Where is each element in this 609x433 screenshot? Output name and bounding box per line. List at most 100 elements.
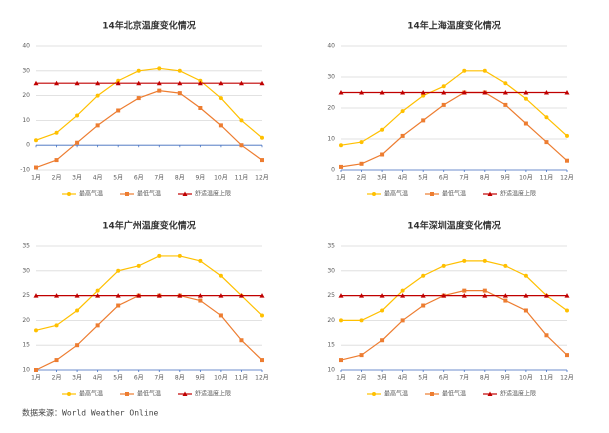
point [421, 93, 426, 98]
point [441, 90, 447, 95]
legend-label: 舒适温度上限 [500, 190, 536, 198]
point [503, 298, 508, 303]
point [380, 338, 385, 343]
x-tick-label: 1月 [31, 175, 41, 182]
x-tick-label: 11月 [235, 375, 249, 382]
point [259, 293, 265, 298]
point [564, 293, 570, 298]
point [136, 80, 142, 86]
point [359, 90, 365, 95]
point [372, 192, 376, 196]
point [75, 308, 80, 313]
y-tick-label: 40 [22, 43, 30, 50]
point [400, 318, 405, 323]
point [33, 293, 39, 298]
point [218, 313, 223, 318]
point [339, 143, 343, 148]
point [523, 308, 528, 313]
x-tick-label: 7月 [154, 175, 164, 182]
point [441, 293, 447, 298]
point [54, 158, 59, 163]
legend-label: 舒适温度上限 [500, 390, 536, 398]
point [543, 90, 549, 95]
point [503, 102, 508, 107]
point [218, 96, 223, 101]
point [544, 333, 549, 338]
point [34, 368, 38, 372]
x-tick-label: 3月 [377, 375, 387, 382]
point [503, 263, 508, 268]
x-tick-label: 11月 [235, 175, 249, 182]
x-tick-label: 9月 [195, 175, 205, 182]
point [157, 66, 162, 71]
point [487, 191, 493, 196]
point [260, 135, 264, 140]
point [359, 318, 364, 323]
point [339, 318, 343, 323]
point [218, 80, 224, 86]
point [177, 253, 182, 258]
point [177, 91, 182, 96]
point [482, 258, 487, 263]
x-tick-label: 2月 [357, 175, 367, 182]
x-tick-label: 7月 [459, 175, 469, 182]
point [156, 80, 162, 86]
point [136, 68, 141, 73]
point [182, 391, 188, 396]
x-tick-label: 5月 [418, 375, 428, 382]
point [34, 138, 38, 143]
legend-label: 最高气温 [384, 390, 408, 398]
x-tick-label: 10月 [214, 175, 228, 182]
x-tick-label: 2月 [52, 375, 62, 382]
y-tick-label: 15 [327, 342, 335, 349]
x-tick-label: 1月 [31, 375, 41, 382]
point [156, 293, 162, 298]
point [238, 293, 244, 298]
point [75, 343, 80, 348]
point [565, 353, 569, 358]
point [157, 88, 162, 93]
y-tick-label: 20 [22, 92, 30, 99]
point [339, 358, 343, 363]
point [198, 106, 203, 110]
y-tick-label: 20 [327, 105, 335, 112]
x-tick-label: 5月 [113, 175, 123, 182]
point [523, 121, 528, 126]
x-tick-label: 10月 [519, 175, 533, 182]
y-tick-label: 0 [26, 142, 30, 149]
point [359, 161, 364, 166]
point [54, 80, 60, 86]
point [95, 288, 100, 293]
y-tick-label: 10 [22, 367, 30, 374]
point [239, 143, 244, 148]
point [197, 80, 203, 86]
point [238, 80, 244, 86]
point [487, 391, 493, 396]
series-line [340, 290, 568, 361]
point [380, 308, 385, 313]
point [259, 80, 265, 86]
point [54, 358, 59, 363]
x-tick-label: 11月 [540, 175, 554, 182]
point [565, 133, 569, 138]
y-tick-label: 30 [327, 74, 335, 81]
point [339, 164, 343, 169]
point [420, 90, 426, 95]
x-tick-label: 12月 [560, 175, 574, 182]
x-tick-label: 8月 [175, 375, 185, 382]
point [116, 268, 121, 273]
x-tick-label: 1月 [336, 175, 346, 182]
point [136, 96, 141, 101]
point [338, 293, 344, 298]
chart-title: 14年广州温度变化情况 [102, 220, 196, 232]
point [338, 90, 344, 95]
point [544, 140, 549, 145]
point [523, 96, 528, 101]
point [75, 113, 80, 118]
point [503, 81, 508, 86]
x-tick-label: 4月 [398, 175, 408, 182]
point [400, 133, 405, 138]
x-tick-label: 6月 [439, 175, 449, 182]
point [54, 293, 60, 298]
x-tick-label: 11月 [540, 375, 554, 382]
